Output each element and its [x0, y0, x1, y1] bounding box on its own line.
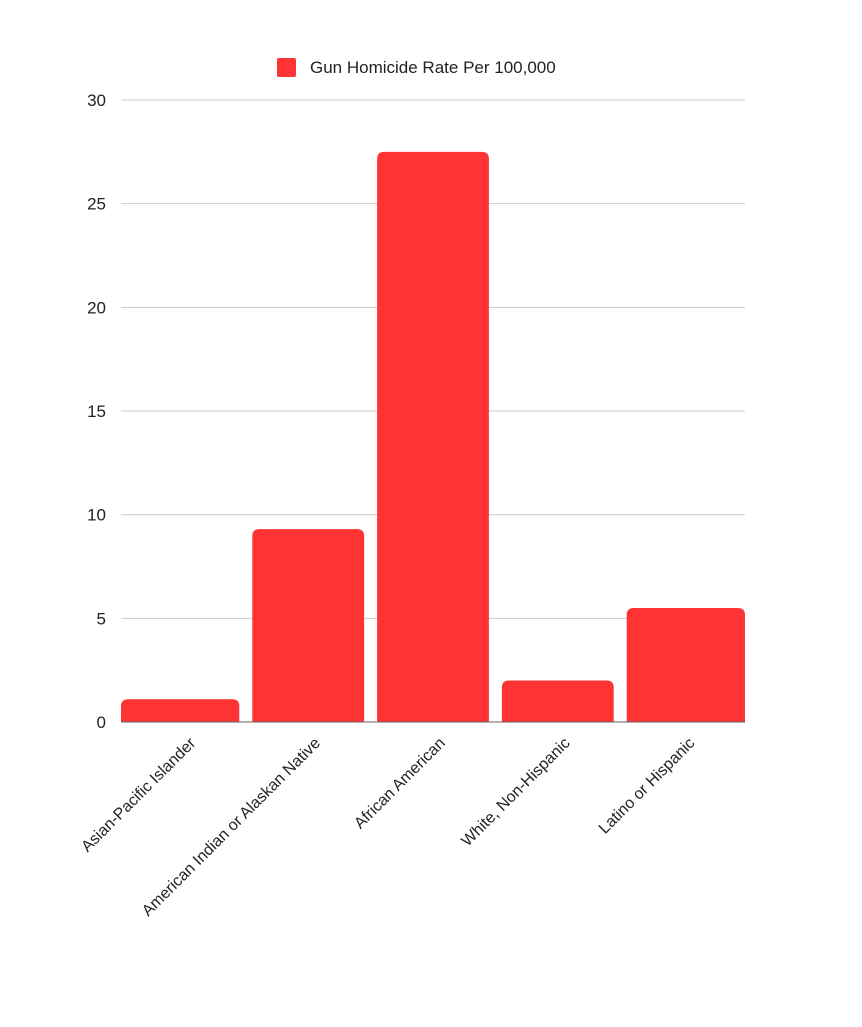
legend-swatch [277, 58, 296, 77]
bars [121, 151, 745, 723]
y-tick-label: 30 [87, 91, 106, 110]
y-tick-label: 25 [87, 195, 106, 214]
bar [252, 529, 365, 722]
y-tick-label: 5 [97, 609, 106, 628]
x-tick-label: White, Non-Hispanic [458, 735, 573, 850]
y-tick-label: 10 [87, 506, 106, 525]
bar [377, 151, 489, 723]
bar [121, 699, 240, 722]
x-tick-label: African American [351, 735, 449, 833]
legend-label: Gun Homicide Rate Per 100,000 [310, 58, 556, 77]
bar [626, 607, 745, 722]
y-axis-ticks: 0 5 10 15 20 25 30 [87, 91, 106, 732]
y-tick-label: 15 [87, 402, 106, 421]
y-tick-label: 0 [97, 713, 106, 732]
y-tick-label: 20 [87, 298, 106, 317]
legend: Gun Homicide Rate Per 100,000 [277, 58, 556, 77]
x-tick-label: Latino or Hispanic [596, 735, 699, 838]
bar [501, 680, 614, 722]
x-tick-label: Asian-Pacific Islander [78, 734, 199, 855]
